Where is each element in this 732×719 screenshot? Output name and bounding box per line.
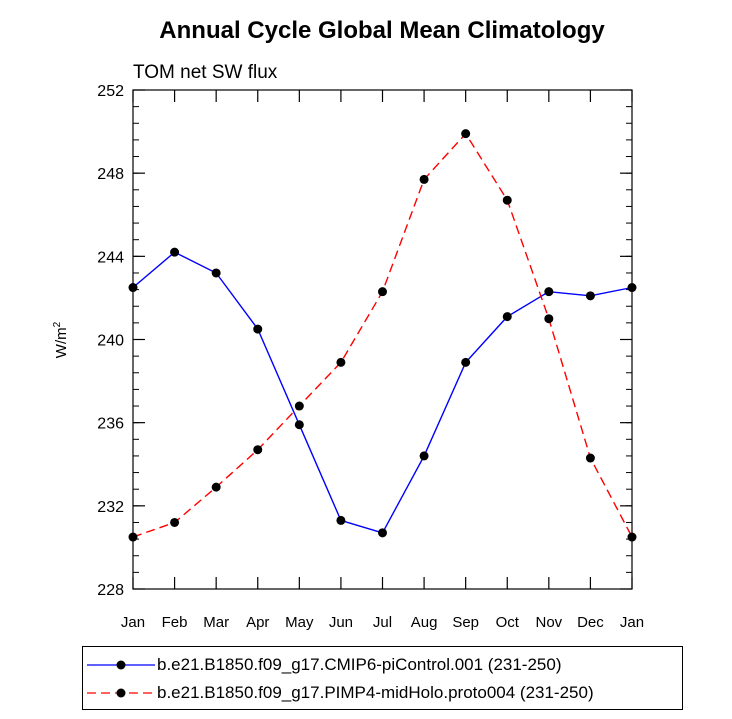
series-0-point [253, 324, 263, 334]
legend-marker-midholo [87, 688, 155, 698]
series-1-point [378, 287, 387, 297]
series-1-point [502, 195, 512, 205]
x-tick-label: Aug [411, 614, 438, 631]
series-0-point [378, 528, 387, 538]
series-0-point [502, 312, 512, 322]
series-1-point [211, 482, 221, 492]
series-0-point [461, 357, 471, 367]
legend: b.e21.B1850.f09_g17.CMIP6-piControl.001 … [82, 646, 683, 710]
legend-entry-picontrol: b.e21.B1850.f09_g17.CMIP6-piControl.001 … [83, 653, 682, 679]
x-tick-label: Jan [121, 614, 145, 631]
x-tick-label: Nov [535, 614, 562, 631]
legend-label-picontrol: b.e21.B1850.f09_g17.CMIP6-piControl.001 … [157, 655, 562, 674]
x-tick-label: May [285, 614, 314, 631]
y-axis-label-superscript: 2 [52, 321, 63, 327]
series-1-point [253, 445, 263, 455]
x-tick-label: Sep [452, 614, 479, 631]
series-1-point [461, 129, 471, 139]
series-0-point [128, 283, 138, 293]
series-line-1 [132, 132, 633, 538]
x-tick-label: Mar [203, 614, 229, 631]
series-1-point [419, 174, 429, 184]
x-tick-label: Feb [162, 614, 188, 631]
y-tick-label: 228 [97, 582, 124, 599]
y-tick-label: 244 [97, 249, 124, 266]
line-chart: Annual Cycle Global Mean Climatology TOM… [52, 17, 644, 631]
y-tick-label: 240 [97, 333, 124, 350]
series-1-point [627, 532, 637, 542]
y-tick-label: 252 [97, 83, 124, 100]
series-1-point [128, 532, 138, 542]
series-0-point [627, 283, 637, 293]
x-tick-label: Jun [329, 614, 353, 631]
x-tick-label: Oct [496, 614, 520, 631]
plot-frame [132, 89, 633, 590]
series-0-point [211, 268, 221, 278]
x-tick-label: Apr [246, 614, 269, 631]
series-1-point [585, 453, 595, 463]
x-tick-label: Dec [577, 614, 604, 631]
series-1-point [294, 401, 304, 411]
series-0-point [170, 247, 180, 257]
series-1-point [336, 357, 346, 367]
series-0-point [419, 451, 429, 461]
legend-label-midholo: b.e21.B1850.f09_g17.PIMP4-midHolo.proto0… [157, 683, 594, 702]
series-0-point [585, 291, 595, 301]
legend-entry-midholo: b.e21.B1850.f09_g17.PIMP4-midHolo.proto0… [83, 681, 682, 707]
series-0-point [336, 515, 346, 525]
series-1-point [170, 517, 180, 527]
series-0-point [544, 287, 554, 297]
y-tick-label: 248 [97, 166, 124, 183]
y-tick-label: 232 [97, 499, 124, 516]
series-0-point [294, 420, 304, 430]
y-tick-label: 236 [97, 416, 124, 433]
x-tick-label: Jan [620, 614, 644, 631]
chart-title: Annual Cycle Global Mean Climatology [159, 17, 605, 44]
axes: 228 232 236 240 244 248 252 Jan Feb Mar Apr May Jun J… [97, 83, 644, 631]
chart-subtitle: TOM net SW flux [133, 62, 278, 83]
y-axis-label-base: W/m [53, 327, 70, 358]
y-axis-label: W/m2 [52, 321, 70, 358]
plot-area [128, 129, 637, 542]
x-tick-label: Jul [373, 614, 392, 631]
legend-marker-picontrol [87, 660, 155, 670]
series-1-point [544, 314, 554, 324]
